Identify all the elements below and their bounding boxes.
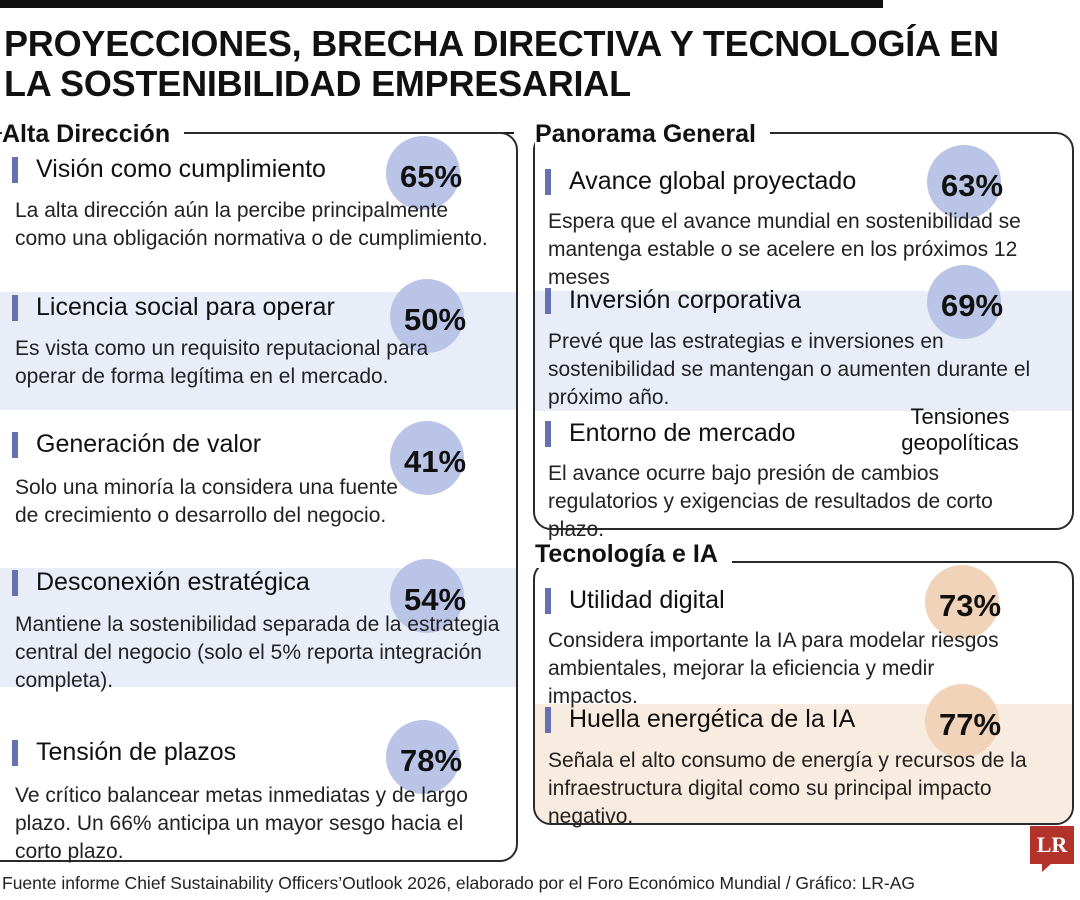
item-title: Avance global proyectado xyxy=(545,166,856,196)
percent-value: 50% xyxy=(403,302,467,337)
item-description: El avance ocurre bajo presión de cambios… xyxy=(548,462,993,541)
percent-badge: 50% xyxy=(390,279,467,353)
percent-value: 69% xyxy=(940,288,1004,323)
lr-logo: LR xyxy=(1030,826,1074,872)
percent-badge: 69% xyxy=(927,265,1004,339)
item-title: Tensión de plazos xyxy=(12,737,236,767)
item-title: Utilidad digital xyxy=(545,585,725,615)
source-footer: Fuente informe Chief Sustainability Offi… xyxy=(2,873,916,893)
percent-value: 65% xyxy=(399,159,463,194)
alta-direccion-heading: Alta Dirección xyxy=(2,120,185,148)
item-description: Señala el alto consumo de energía y recu… xyxy=(548,749,1027,828)
item-description: Ve crítico balancear metas inmediatas y … xyxy=(15,784,468,863)
percent-badge: 63% xyxy=(927,145,1004,219)
item-description: Considera importante la IA para modelar … xyxy=(548,629,999,708)
item-description: Prevé que las estrategias e inversiones … xyxy=(548,330,1031,409)
item-title: Generación de valor xyxy=(12,429,261,459)
item-title: Entorno de mercado xyxy=(545,418,796,448)
percent-badge: 78% xyxy=(386,720,463,794)
tecnologia-ia-heading: Tecnología e IA xyxy=(535,540,732,568)
item-description: Solo una minoría la considera una fuente… xyxy=(15,476,398,527)
item-description: Espera que el avance mundial en sostenib… xyxy=(548,210,1021,289)
percent-value: 78% xyxy=(399,743,463,778)
page-title: PROYECCIONES, BRECHA DIRECTIVA Y TECNOLO… xyxy=(4,23,999,104)
percent-value: 54% xyxy=(403,582,467,617)
item-title: Inversión corporativa xyxy=(545,285,801,315)
item-description: Mantiene la sostenibilidad separada de l… xyxy=(15,613,500,692)
item-description: La alta dirección aún la percibe princip… xyxy=(15,199,488,250)
item-title: Visión como cumplimiento xyxy=(12,154,326,184)
percent-badge: 77% xyxy=(925,684,1002,758)
logo-text: LR xyxy=(1036,832,1068,857)
item-title: Huella energética de la IA xyxy=(545,704,855,734)
panorama-general-heading: Panorama General xyxy=(535,120,770,148)
percent-badge: 41% xyxy=(390,421,467,495)
item-description: Es vista como un requisito reputacional … xyxy=(15,337,429,388)
item-title: Desconexión estratégica xyxy=(12,567,310,597)
percent-value: 77% xyxy=(938,707,1002,742)
percent-badge: 65% xyxy=(386,136,463,210)
percent-badge: 54% xyxy=(390,559,467,633)
percent-badge: 73% xyxy=(925,565,1002,639)
item-title: Licencia social para operar xyxy=(12,292,335,322)
top-rule xyxy=(0,0,883,8)
percent-value: 41% xyxy=(403,444,467,479)
percent-value: 63% xyxy=(940,168,1004,203)
geopolitical-label: Tensiones geopolíticas xyxy=(901,404,1019,455)
percent-value: 73% xyxy=(938,588,1002,623)
